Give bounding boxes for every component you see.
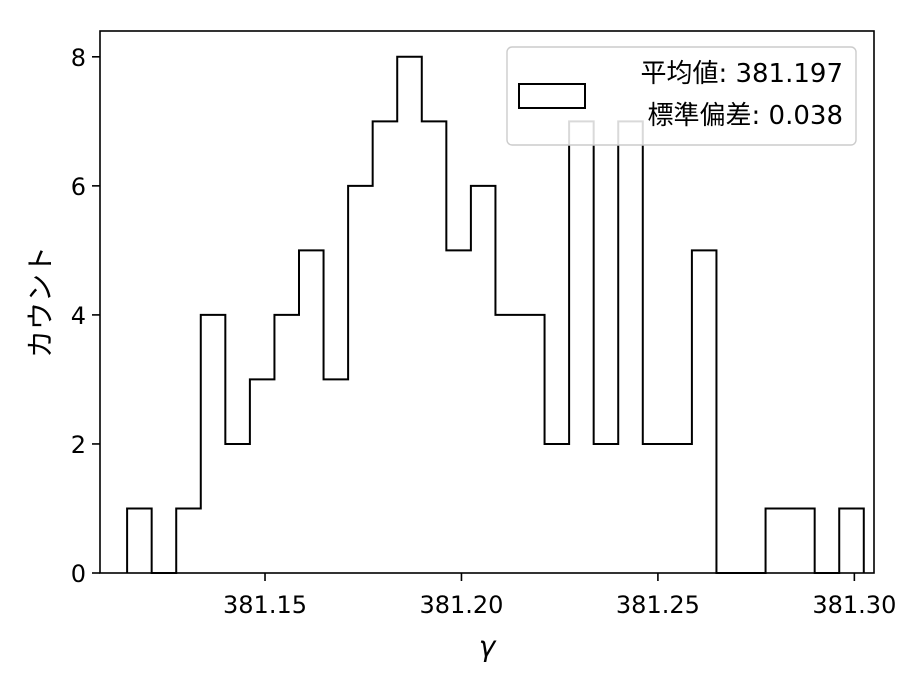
x-axis-ticks: 381.15 381.20 381.25 381.30 bbox=[223, 573, 896, 619]
x-tick-label: 381.15 bbox=[223, 591, 307, 619]
x-tick-label: 381.25 bbox=[616, 591, 700, 619]
legend: 平均値: 381.197 標準偏差: 0.038 bbox=[506, 46, 857, 146]
x-tick-label: 381.20 bbox=[419, 591, 503, 619]
legend-line-std: 標準偏差: 0.038 bbox=[648, 101, 843, 131]
y-axis-label: カウント bbox=[24, 246, 57, 358]
plot-frame bbox=[99, 30, 875, 574]
y-axis-ticks: 0 2 4 6 8 bbox=[71, 44, 100, 588]
legend-swatch bbox=[518, 83, 586, 109]
legend-line-mean: 平均値: 381.197 bbox=[640, 59, 843, 89]
y-tick-label: 0 bbox=[71, 560, 86, 588]
y-tick-label: 6 bbox=[71, 173, 86, 201]
y-tick-label: 2 bbox=[71, 431, 86, 459]
x-tick-label: 381.30 bbox=[812, 591, 896, 619]
y-tick-label: 8 bbox=[71, 44, 86, 72]
y-tick-label: 4 bbox=[71, 302, 86, 330]
x-axis-label: γ bbox=[479, 630, 497, 663]
legend-box bbox=[506, 46, 857, 146]
